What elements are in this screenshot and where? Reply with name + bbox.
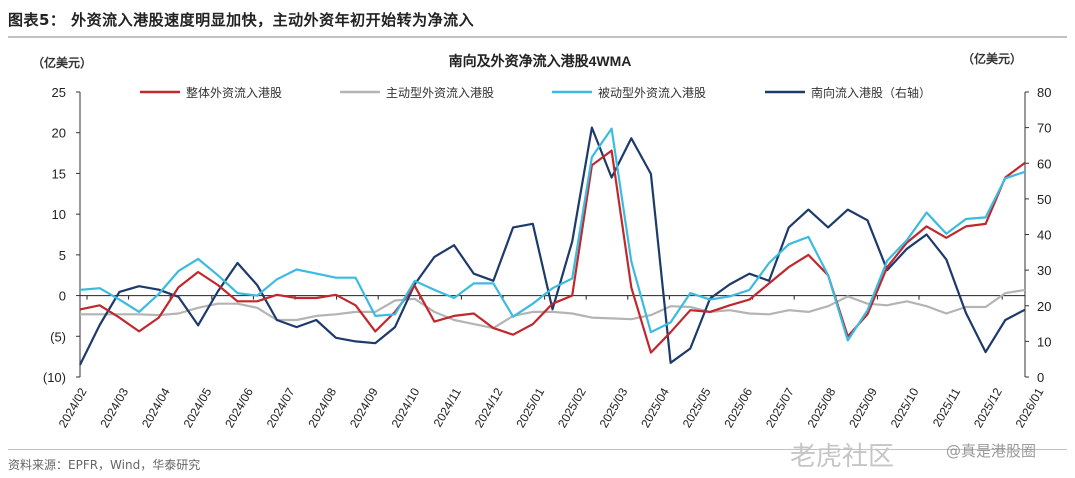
x-axis-tick-label: 2024/08	[305, 385, 339, 430]
x-axis-tick-label: 2026/01	[1013, 385, 1047, 430]
left-axis-tick-label: 10	[52, 207, 66, 222]
x-axis-tick-label: 2025/11	[930, 385, 964, 429]
chart-title: 南向及外资净流入港股4WMA	[449, 53, 632, 69]
x-axis-tick-label: 2024/09	[347, 385, 381, 430]
watermark-logo: 老虎社区	[790, 442, 895, 472]
x-axis-tick-label: 2024/11	[431, 385, 465, 429]
watermark-handle: @真是港股圈	[946, 442, 1037, 460]
x-axis-tick-label: 2025/10	[888, 385, 922, 430]
right-axis-tick-label: 20	[1037, 299, 1051, 314]
x-axis-tick-label: 2024/02	[56, 385, 90, 430]
series-line-4	[79, 126, 1026, 366]
series-lines	[79, 126, 1026, 366]
source-note: 资料来源：EPFR，Wind，华泰研究	[8, 458, 201, 472]
right-axis-tick-label: 60	[1037, 156, 1051, 171]
right-axis-tick-label: 10	[1037, 334, 1051, 349]
figure-title: 图表5： 外资流入港股速度明显加快，主动外资年初开始转为净流入	[8, 11, 475, 29]
x-axis-tick-label: 2024/12	[472, 385, 506, 430]
legend-label: 被动型外资流入港股	[598, 86, 706, 100]
x-axis-tick-label: 2024/10	[389, 385, 423, 430]
x-axis-tick-label: 2025/03	[597, 385, 631, 430]
right-axis-unit: （亿美元）	[962, 51, 1022, 66]
x-axis-tick-label: 2024/03	[97, 385, 131, 430]
x-axis-tick-label: 2025/12	[971, 385, 1005, 430]
right-axis-tick-label: 80	[1037, 85, 1051, 100]
right-axis-tick-label: 30	[1037, 263, 1051, 278]
x-axis-tick-label: 2025/04	[638, 385, 672, 430]
right-axis-tick-label: 0	[1037, 370, 1044, 385]
left-axis-tick-label: 15	[52, 166, 66, 181]
x-axis-tick-label: 2025/01	[513, 385, 547, 430]
source-divider	[8, 449, 1067, 450]
left-axis-tick-label: (5)	[50, 329, 66, 344]
x-axis-tick-label: 2025/09	[846, 385, 880, 430]
x-axis-tick-label: 2025/08	[805, 385, 839, 430]
right-axis-tick-label: 70	[1037, 121, 1051, 136]
left-axis-tick-label: 25	[52, 85, 66, 100]
legend-label: 主动型外资流入港股	[386, 86, 494, 100]
x-axis-tick-label: 2024/05	[181, 385, 215, 430]
line-chart: 南向及外资净流入港股4WMA （亿美元） （亿美元） 整体外资流入港股 主动型外资…	[32, 51, 1051, 430]
right-axis-tick-label: 50	[1037, 192, 1051, 207]
left-axis-tick-label: 0	[59, 289, 66, 304]
x-axis-tick-label: 2024/04	[139, 385, 173, 430]
title-divider	[8, 36, 1067, 38]
series-line-1	[79, 149, 1026, 354]
x-axis-tick-label: 2025/02	[555, 385, 589, 430]
legend: 整体外资流入港股 主动型外资流入港股 被动型外资流入港股 南向流入港股（右轴）	[140, 85, 931, 100]
x-axis-tick-label: 2024/07	[264, 385, 298, 430]
legend-label: 整体外资流入港股	[186, 85, 282, 100]
left-axis-tick-label: 5	[59, 248, 66, 263]
x-axis-tick-label: 2024/06	[222, 385, 256, 430]
right-axis-tick-label: 40	[1037, 228, 1051, 243]
left-axis-unit: （亿美元）	[32, 55, 92, 70]
x-axis-tick-label: 2025/07	[763, 385, 797, 430]
legend-label: 南向流入港股（右轴）	[811, 85, 931, 100]
series-line-2	[80, 288, 1026, 330]
left-axis-tick-label: (10)	[43, 370, 66, 385]
x-axis-tick-label: 2025/06	[721, 385, 755, 430]
left-axis-tick-label: 20	[52, 126, 66, 141]
x-axis-tick-label: 2025/05	[680, 385, 714, 430]
series-line-3	[79, 127, 1026, 342]
